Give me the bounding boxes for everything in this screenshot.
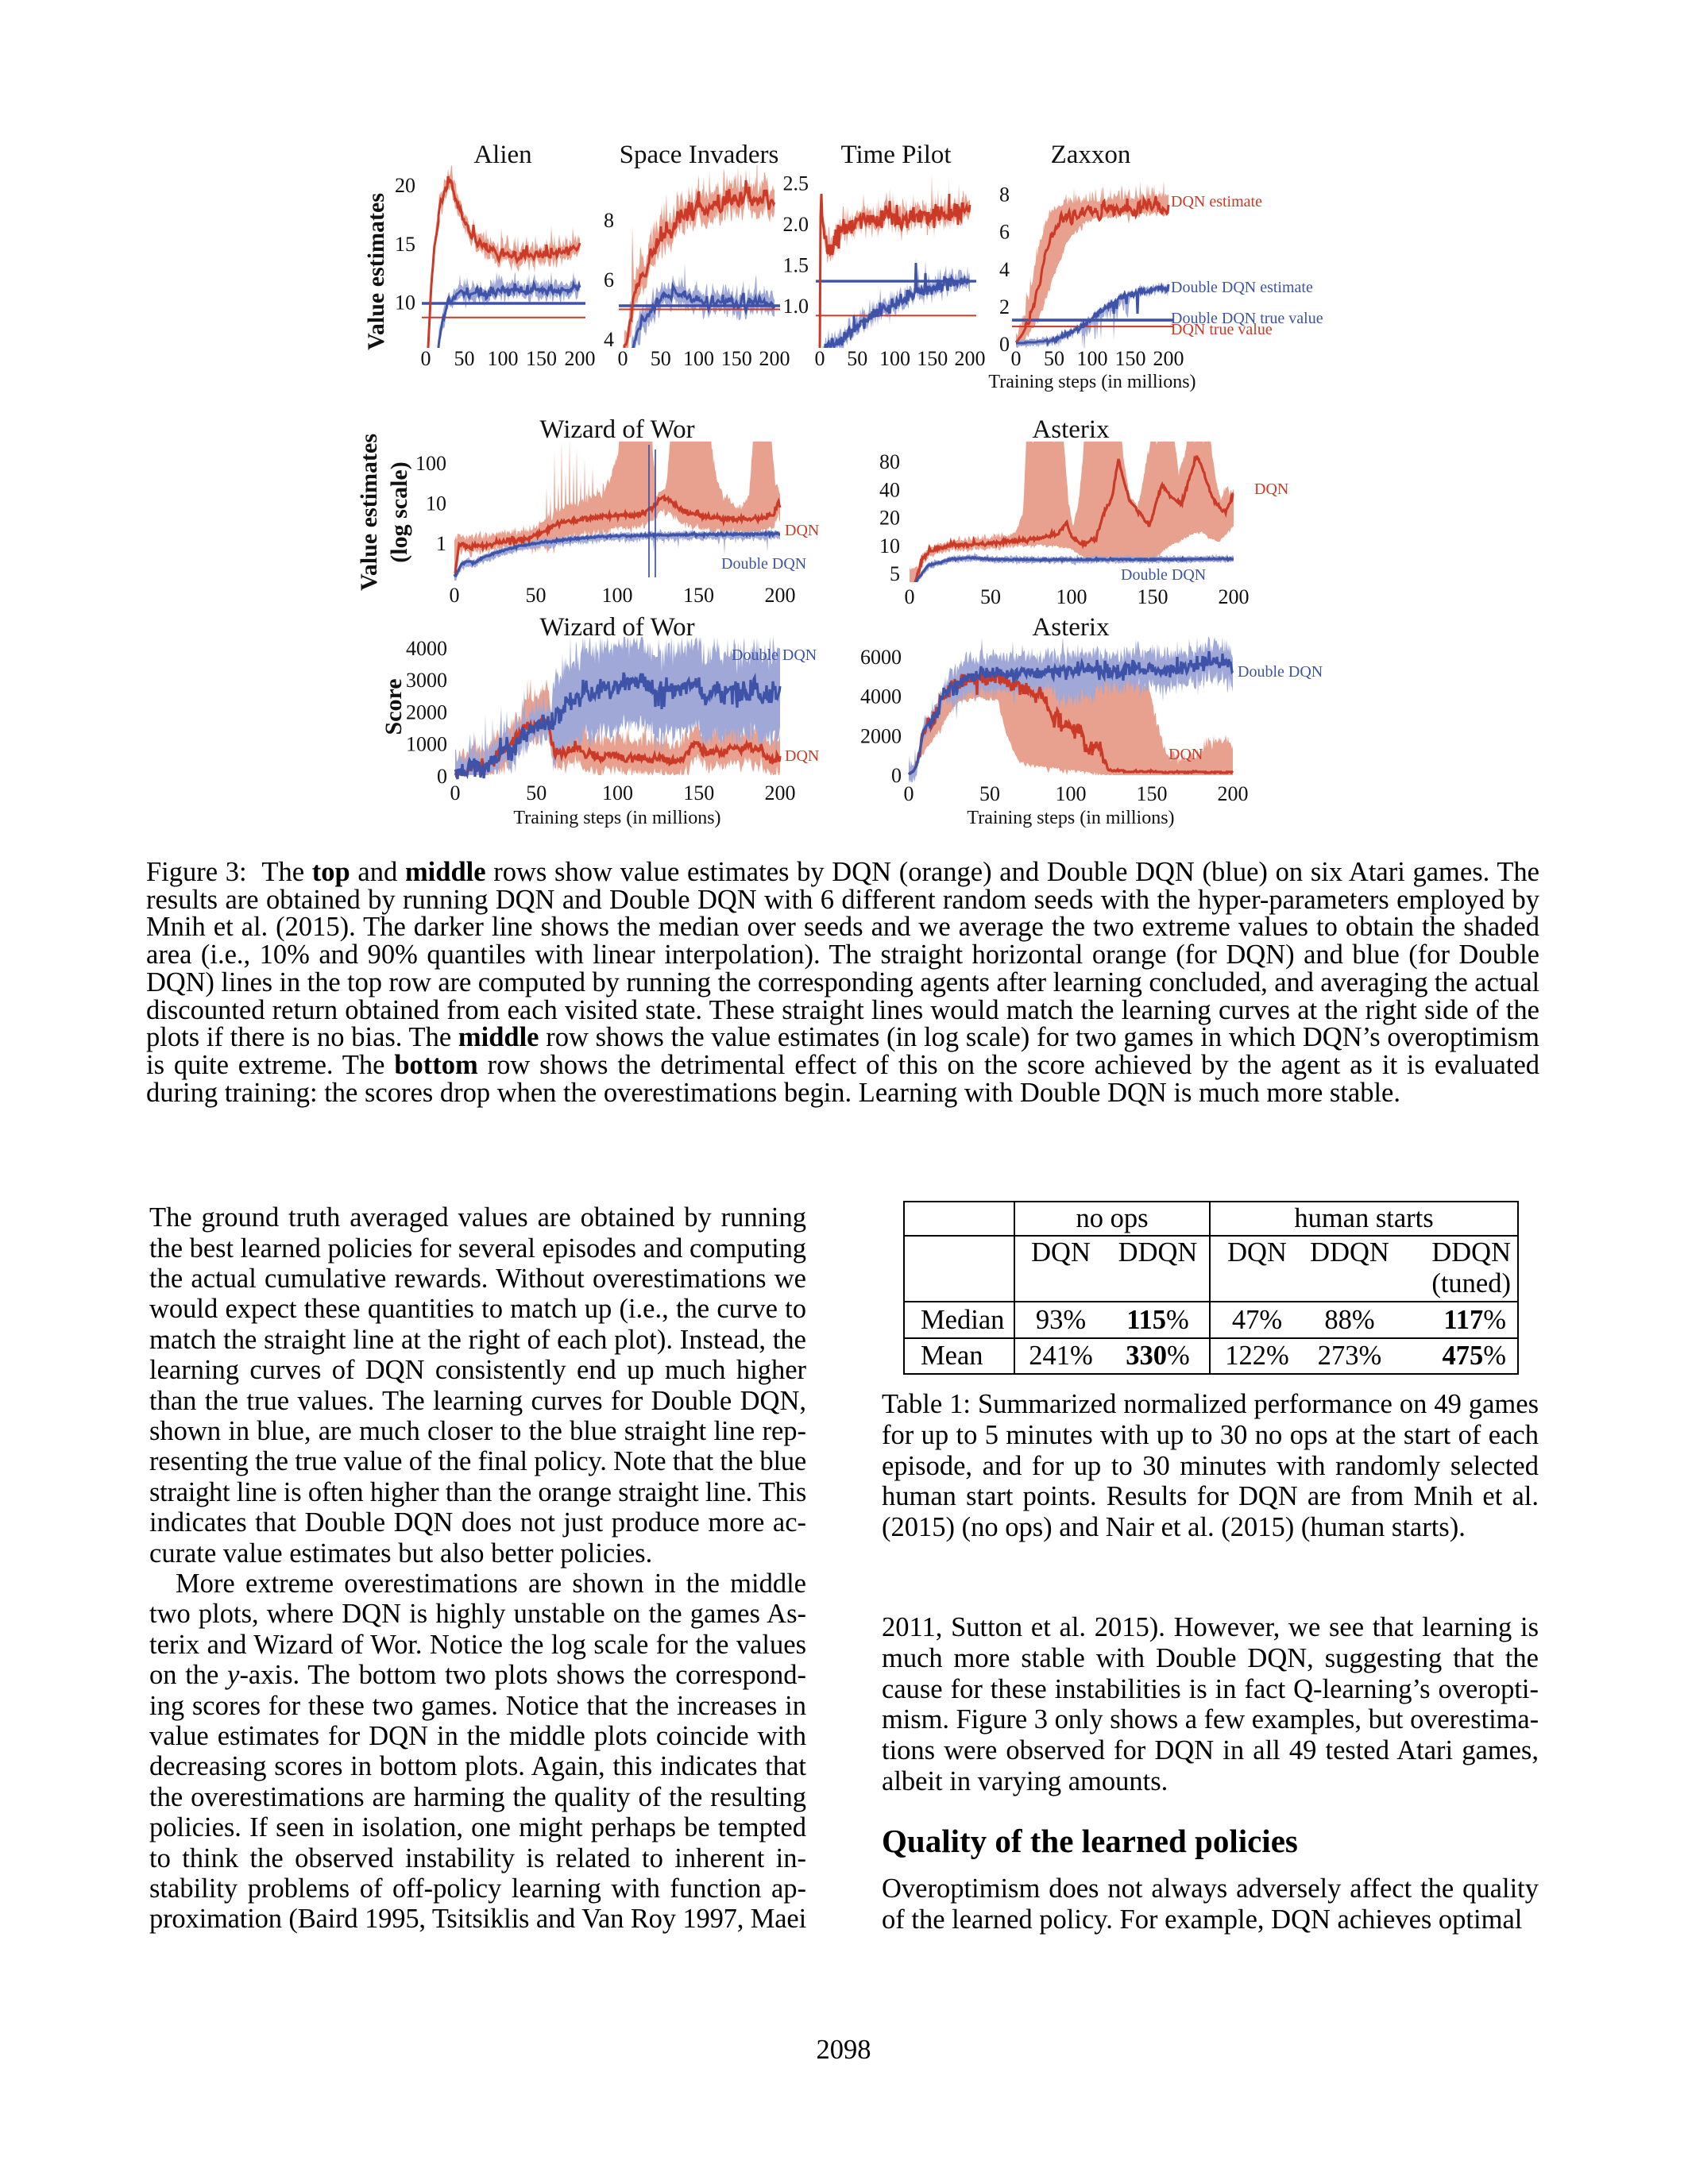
svg-text:150: 150 xyxy=(1137,782,1168,805)
svg-text:Double DQN estimate: Double DQN estimate xyxy=(1171,279,1313,296)
svg-text:200: 200 xyxy=(1153,347,1184,370)
svg-text:Time Pilot: Time Pilot xyxy=(840,141,951,169)
svg-text:4000: 4000 xyxy=(406,637,447,660)
svg-text:50: 50 xyxy=(651,347,671,370)
svg-text:DQN: DQN xyxy=(1168,746,1203,763)
svg-text:200: 200 xyxy=(955,347,986,370)
svg-text:200: 200 xyxy=(765,781,796,805)
svg-text:150: 150 xyxy=(1115,347,1146,370)
svg-text:2000: 2000 xyxy=(860,724,902,747)
svg-text:20: 20 xyxy=(879,507,900,530)
svg-text:Double DQN: Double DQN xyxy=(1121,566,1206,584)
svg-text:Value estimates: Value estimates xyxy=(363,193,389,350)
svg-text:Double DQN: Double DQN xyxy=(1238,663,1323,681)
svg-text:1.5: 1.5 xyxy=(783,254,809,277)
svg-text:DQN: DQN xyxy=(1254,480,1288,498)
svg-text:1: 1 xyxy=(436,532,446,555)
svg-text:Training steps (in millions): Training steps (in millions) xyxy=(967,808,1174,828)
svg-text:(log scale): (log scale) xyxy=(386,461,412,562)
svg-text:5: 5 xyxy=(890,562,900,585)
svg-text:Double DQN true value: Double DQN true value xyxy=(1171,310,1323,327)
svg-text:Wizard of Wor: Wizard of Wor xyxy=(539,415,694,444)
svg-text:100: 100 xyxy=(683,347,714,370)
svg-text:2000: 2000 xyxy=(406,700,447,723)
svg-text:0: 0 xyxy=(891,764,902,787)
svg-text:100: 100 xyxy=(415,452,446,475)
svg-text:150: 150 xyxy=(683,584,714,607)
svg-text:Score: Score xyxy=(380,678,407,735)
svg-text:150: 150 xyxy=(526,347,557,370)
svg-text:2: 2 xyxy=(999,295,1010,318)
svg-text:50: 50 xyxy=(1044,347,1064,370)
svg-text:Zaxxon: Zaxxon xyxy=(1051,141,1131,169)
svg-text:200: 200 xyxy=(759,347,790,370)
svg-text:10: 10 xyxy=(426,492,446,515)
svg-text:50: 50 xyxy=(454,347,475,370)
svg-text:200: 200 xyxy=(1219,585,1250,608)
svg-text:100: 100 xyxy=(1077,347,1108,370)
svg-text:20: 20 xyxy=(395,174,415,197)
svg-text:Alien: Alien xyxy=(473,141,531,169)
svg-text:150: 150 xyxy=(721,347,752,370)
svg-text:DQN: DQN xyxy=(785,747,819,765)
svg-text:100: 100 xyxy=(879,347,910,370)
svg-text:0: 0 xyxy=(450,781,461,805)
svg-text:0: 0 xyxy=(905,585,915,608)
svg-text:Asterix: Asterix xyxy=(1032,415,1110,444)
svg-text:4000: 4000 xyxy=(860,685,902,708)
svg-text:0: 0 xyxy=(450,584,460,607)
svg-text:1000: 1000 xyxy=(406,733,447,756)
svg-text:0: 0 xyxy=(421,347,431,370)
svg-text:6000: 6000 xyxy=(860,646,902,669)
svg-text:1.0: 1.0 xyxy=(783,295,809,318)
svg-text:Space Invaders: Space Invaders xyxy=(620,141,779,169)
svg-text:0: 0 xyxy=(999,333,1010,356)
svg-text:2.0: 2.0 xyxy=(783,213,809,236)
svg-text:0: 0 xyxy=(618,347,628,370)
svg-text:Wizard of Wor: Wizard of Wor xyxy=(539,613,694,642)
svg-text:50: 50 xyxy=(980,585,1001,608)
svg-text:DQN: DQN xyxy=(785,522,819,539)
svg-text:15: 15 xyxy=(395,233,415,256)
svg-text:0: 0 xyxy=(1011,347,1022,370)
svg-text:10: 10 xyxy=(395,291,415,314)
svg-text:DQN estimate: DQN estimate xyxy=(1171,193,1262,210)
svg-text:150: 150 xyxy=(1138,585,1168,608)
svg-text:3000: 3000 xyxy=(406,669,447,692)
svg-text:4: 4 xyxy=(999,258,1010,281)
svg-text:50: 50 xyxy=(526,584,547,607)
svg-text:80: 80 xyxy=(879,450,900,473)
svg-text:Training steps (in millions): Training steps (in millions) xyxy=(513,808,720,828)
svg-text:100: 100 xyxy=(602,584,633,607)
svg-text:100: 100 xyxy=(602,781,633,805)
svg-text:0: 0 xyxy=(815,347,825,370)
svg-text:Training steps (in millions): Training steps (in millions) xyxy=(988,372,1196,392)
svg-text:100: 100 xyxy=(1056,782,1087,805)
svg-text:2.5: 2.5 xyxy=(783,172,809,195)
svg-text:6: 6 xyxy=(999,221,1010,244)
svg-text:50: 50 xyxy=(526,781,547,805)
svg-text:8: 8 xyxy=(604,209,614,232)
svg-text:Double DQN: Double DQN xyxy=(721,555,806,573)
svg-text:4: 4 xyxy=(604,328,614,351)
svg-text:10: 10 xyxy=(879,534,900,558)
svg-text:50: 50 xyxy=(847,347,867,370)
svg-text:150: 150 xyxy=(683,781,714,805)
svg-text:0: 0 xyxy=(904,782,914,805)
svg-text:100: 100 xyxy=(1056,585,1087,608)
svg-text:200: 200 xyxy=(1218,782,1249,805)
svg-text:40: 40 xyxy=(879,478,900,501)
svg-text:6: 6 xyxy=(604,268,614,291)
svg-text:150: 150 xyxy=(917,347,948,370)
svg-text:200: 200 xyxy=(565,347,596,370)
svg-text:DQN true value: DQN true value xyxy=(1171,321,1273,338)
svg-text:Value estimates: Value estimates xyxy=(356,434,382,591)
svg-text:100: 100 xyxy=(488,347,519,370)
svg-text:Double DQN: Double DQN xyxy=(732,646,817,664)
svg-text:200: 200 xyxy=(765,584,796,607)
svg-text:50: 50 xyxy=(979,782,1000,805)
svg-text:8: 8 xyxy=(999,183,1010,206)
svg-text:Asterix: Asterix xyxy=(1032,613,1110,642)
svg-text:0: 0 xyxy=(437,765,447,788)
